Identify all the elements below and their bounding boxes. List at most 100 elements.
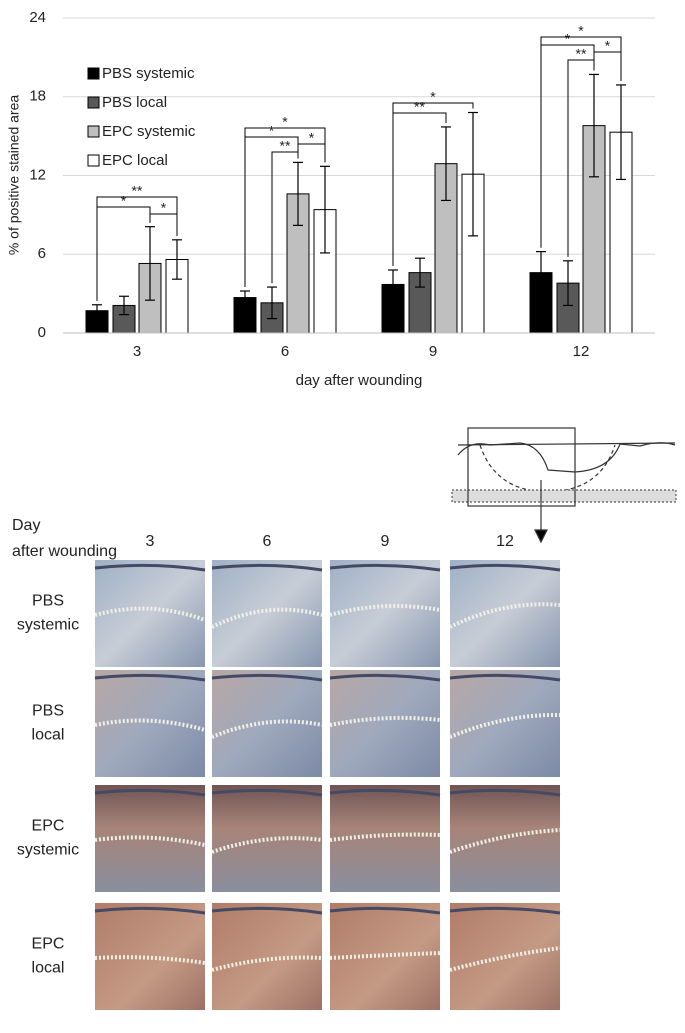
column-label: 6 — [263, 533, 272, 550]
error-bar — [267, 286, 277, 320]
error-bar — [92, 304, 102, 318]
tissue-edge — [94, 673, 206, 682]
x-tick-label: 6 — [281, 343, 289, 360]
x-axis-title: day after wounding — [296, 372, 423, 389]
error-bar — [563, 260, 573, 307]
legend-swatch — [87, 67, 100, 80]
tissue-edge — [94, 788, 206, 797]
significance-bracket — [540, 36, 622, 248]
legend-swatch — [87, 154, 100, 167]
tissue-edge — [211, 563, 323, 572]
row-label: EPC systemic — [17, 818, 79, 859]
micrograph — [330, 903, 440, 1010]
y-tick-label: 18 — [29, 88, 46, 105]
error-bar — [468, 111, 478, 237]
micrograph — [95, 670, 205, 777]
x-tick-label: 3 — [133, 343, 141, 360]
error-bar — [536, 251, 546, 295]
significance-bracket — [392, 102, 474, 266]
micrograph — [330, 560, 440, 667]
row-label: PBS local — [32, 703, 65, 744]
error-bar — [293, 161, 303, 226]
tissue-layer — [449, 828, 561, 854]
error-bar — [172, 239, 182, 280]
significance-bracket — [271, 151, 299, 284]
significance-label: ** — [576, 46, 587, 62]
y-tick-label: 12 — [29, 166, 46, 183]
micrograph — [95, 560, 205, 667]
significance-label: * — [121, 193, 127, 209]
legend-swatch — [87, 125, 100, 138]
significance-label: * — [578, 23, 584, 39]
tissue-edge — [94, 906, 206, 915]
micrograph — [450, 670, 560, 777]
row-label: PBS systemic — [17, 593, 79, 634]
significance-label: * — [309, 130, 315, 146]
micrograph — [95, 785, 205, 892]
tissue-edge — [449, 563, 561, 572]
tissue-edge — [211, 673, 323, 682]
significance-label: * — [161, 200, 167, 216]
tissue-edge — [329, 906, 441, 915]
row-label: EPC local — [32, 936, 65, 977]
error-bar — [119, 295, 129, 316]
tissue-layer — [211, 836, 323, 854]
significance-label: ** — [414, 99, 425, 115]
tissue-edge — [211, 788, 323, 797]
tissue-edge — [449, 788, 561, 797]
legend-label: PBS systemic — [102, 65, 195, 82]
significance-bracket — [567, 59, 595, 257]
y-tick-label: 0 — [38, 324, 46, 341]
tissue-layer — [449, 712, 561, 739]
error-bar — [320, 165, 330, 254]
error-bar — [388, 269, 398, 300]
micrograph — [212, 903, 322, 1010]
significance-bracket — [392, 112, 447, 266]
error-bar — [240, 290, 250, 305]
wound-schematic — [451, 427, 677, 544]
tissue-edge — [329, 563, 441, 572]
y-tick-label: 24 — [29, 9, 46, 26]
significance-label: * — [269, 123, 275, 139]
corner-label: Day after wounding — [12, 517, 117, 560]
significance-bracket — [149, 213, 178, 236]
x-tick-label: 9 — [429, 343, 437, 360]
legend-label: EPC local — [102, 152, 168, 169]
significance-label: * — [430, 89, 436, 105]
significance-label: * — [282, 114, 288, 130]
micrograph — [330, 785, 440, 892]
column-label: 9 — [381, 533, 390, 550]
significance-label: * — [605, 38, 611, 54]
error-bar — [145, 226, 155, 301]
tissue-edge — [449, 906, 561, 915]
tissue-edge — [94, 563, 206, 572]
micrograph — [95, 903, 205, 1010]
legend-label: EPC systemic — [102, 123, 196, 140]
tissue-layer — [211, 955, 323, 972]
tissue-layer — [449, 946, 561, 972]
y-axis-title: % of positive stained area — [6, 95, 22, 256]
micrograph — [450, 560, 560, 667]
column-label: 12 — [496, 533, 514, 550]
tissue-edge — [329, 673, 441, 682]
tissue-layer — [211, 719, 323, 739]
error-bar — [589, 73, 599, 178]
column-label: 3 — [146, 533, 155, 550]
legend-label: PBS local — [102, 94, 167, 111]
x-tick-label: 12 — [573, 343, 590, 360]
y-tick-label: 6 — [38, 245, 46, 262]
tissue-edge — [211, 906, 323, 915]
tissue-edge — [449, 673, 561, 682]
significance-bracket — [297, 143, 326, 163]
micrograph — [212, 560, 322, 667]
significance-bracket — [593, 51, 622, 81]
micrograph — [330, 670, 440, 777]
tissue-layer — [211, 607, 323, 629]
significance-label: ** — [280, 138, 291, 154]
error-bar — [441, 126, 451, 202]
error-bar — [415, 257, 425, 288]
tissue-edge — [329, 788, 441, 797]
error-bar — [616, 84, 626, 181]
legend-swatch — [87, 96, 100, 109]
